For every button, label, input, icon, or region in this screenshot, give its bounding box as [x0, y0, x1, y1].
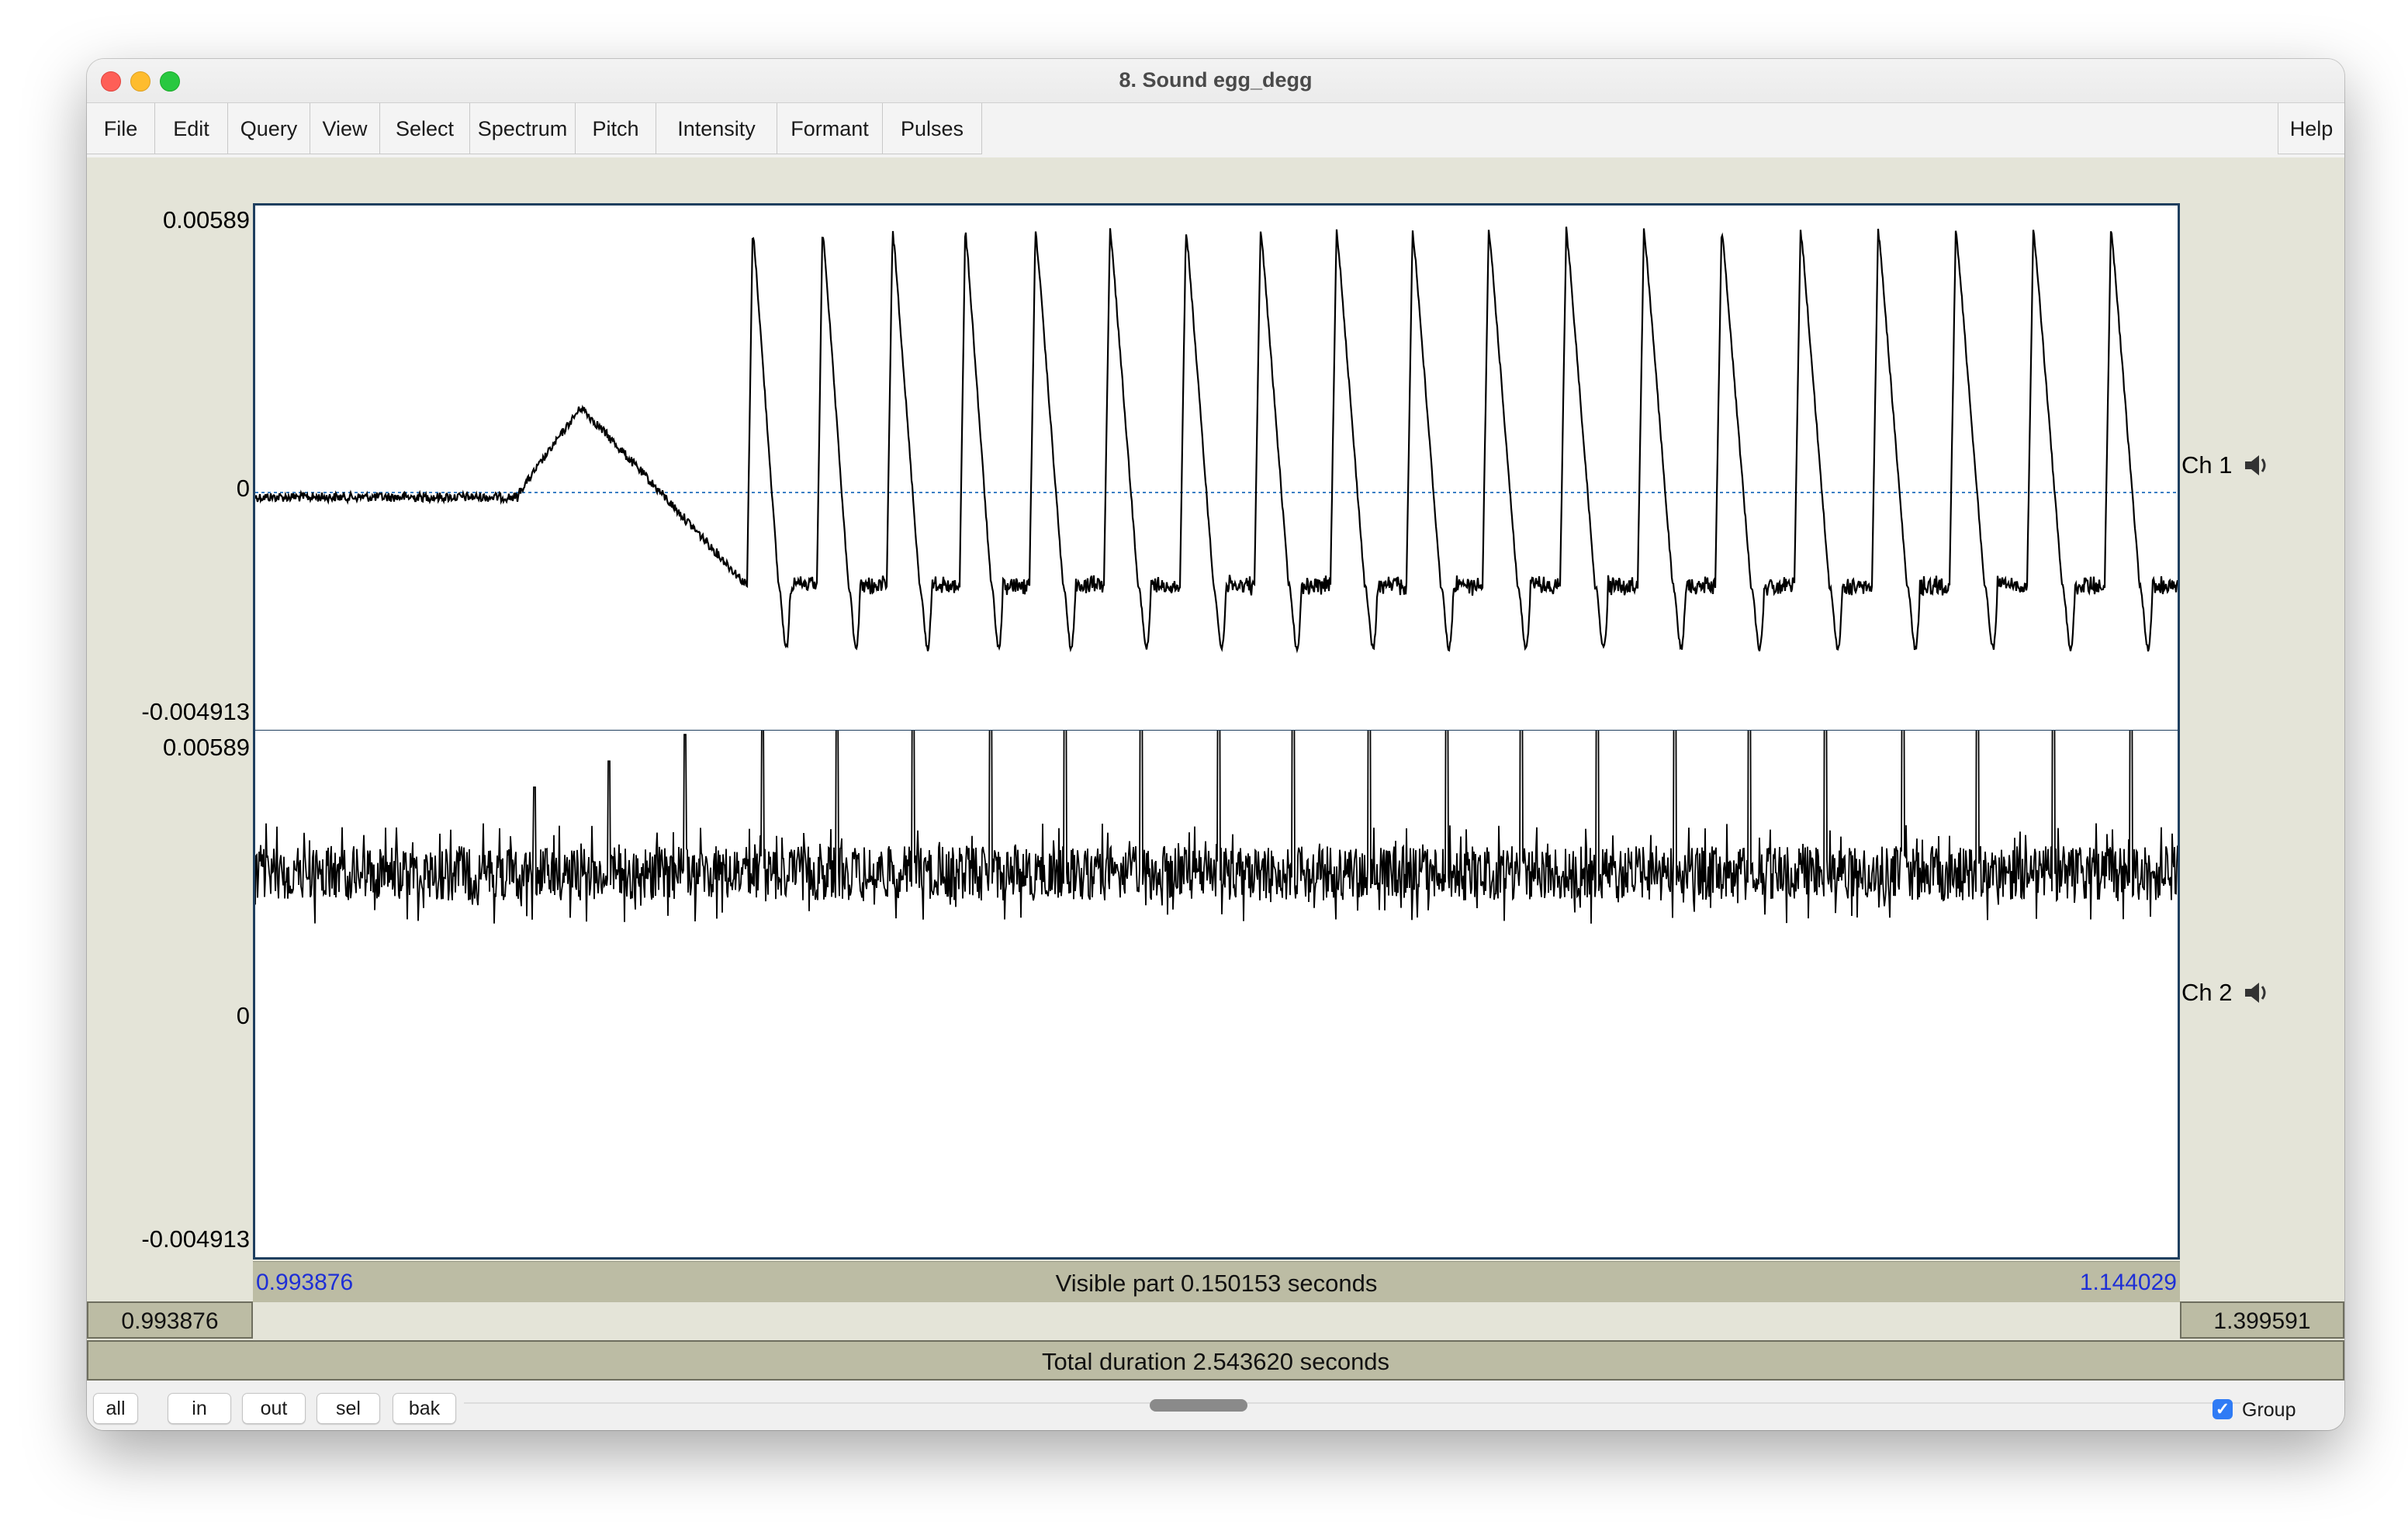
menu-pitch[interactable]: Pitch	[576, 103, 656, 154]
ch1-y-min-label: -0.004913	[141, 698, 250, 725]
window-title: 8. Sound egg_degg	[1119, 68, 1313, 92]
visible-start-time: 0.993876	[256, 1270, 354, 1295]
zoom-selection-button[interactable]: sel	[317, 1393, 380, 1424]
sound-editor-window: 8. Sound egg_degg File Edit Query View S…	[87, 59, 2344, 1430]
ch1-y-max-label: 0.00589	[162, 206, 250, 233]
menu-edit[interactable]: Edit	[155, 103, 228, 154]
bottom-toolbar: all in out sel bak ✓ Group	[87, 1381, 2344, 1430]
close-window-button[interactable]	[101, 71, 121, 92]
menu-intensity[interactable]: Intensity	[656, 103, 777, 154]
zoom-all-button[interactable]: all	[93, 1393, 138, 1424]
menu-formant[interactable]: Formant	[777, 103, 883, 154]
menu-view[interactable]: View	[310, 103, 380, 154]
visible-part-bar[interactable]: 0.993876 Visible part 0.150153 seconds 1…	[253, 1261, 2180, 1302]
ch2-y-min-label: -0.004913	[141, 1225, 250, 1253]
channel-1-waveform	[255, 226, 2178, 654]
menu-select[interactable]: Select	[380, 103, 470, 154]
channel-1-waveform-panel[interactable]	[253, 203, 2180, 732]
group-checkbox[interactable]: ✓	[2213, 1399, 2233, 1419]
menu-spectrum[interactable]: Spectrum	[470, 103, 576, 154]
group-checkbox-label: Group	[2242, 1399, 2296, 1421]
total-duration-bar[interactable]: Total duration 2.543620 seconds	[87, 1340, 2344, 1381]
scrollbar-thumb[interactable]	[1150, 1399, 1247, 1412]
ch1-y-zero-label: 0	[236, 475, 250, 502]
ch2-y-zero-label: 0	[236, 1002, 250, 1029]
visible-part-label: Visible part 0.150153 seconds	[1055, 1270, 1378, 1297]
ch2-y-max-label: 0.00589	[162, 734, 250, 761]
zoom-out-button[interactable]: out	[242, 1393, 306, 1424]
menu-help[interactable]: Help	[2278, 103, 2344, 154]
menu-query[interactable]: Query	[228, 103, 310, 154]
ch1-waveform-trace	[255, 226, 2178, 654]
visible-end-time: 1.144029	[2079, 1270, 2177, 1295]
scroll-track[interactable]	[464, 1402, 2240, 1404]
title-bar: 8. Sound egg_degg	[87, 59, 2344, 103]
maximize-window-button[interactable]	[160, 71, 180, 92]
channel-2-waveform-panel[interactable]	[253, 731, 2180, 1260]
zoom-in-button[interactable]: in	[168, 1393, 231, 1424]
window-end-time-box[interactable]: 1.399591	[2180, 1301, 2344, 1339]
menu-bar: File Edit Query View Select Spectrum Pit…	[87, 103, 2344, 157]
speaker-icon[interactable]	[2242, 979, 2270, 1007]
window-start-time-box[interactable]: 0.993876	[87, 1301, 253, 1339]
zoom-back-button[interactable]: bak	[393, 1393, 456, 1424]
speaker-icon[interactable]	[2242, 451, 2270, 479]
menu-file[interactable]: File	[87, 103, 155, 154]
channel-2-label[interactable]: Ch 2	[2181, 979, 2233, 1006]
menu-pulses[interactable]: Pulses	[883, 103, 982, 154]
channel-1-label[interactable]: Ch 1	[2181, 451, 2233, 479]
channel-2-waveform	[255, 731, 2178, 924]
minimize-window-button[interactable]	[130, 71, 150, 92]
ch2-waveform-trace	[255, 731, 2178, 924]
